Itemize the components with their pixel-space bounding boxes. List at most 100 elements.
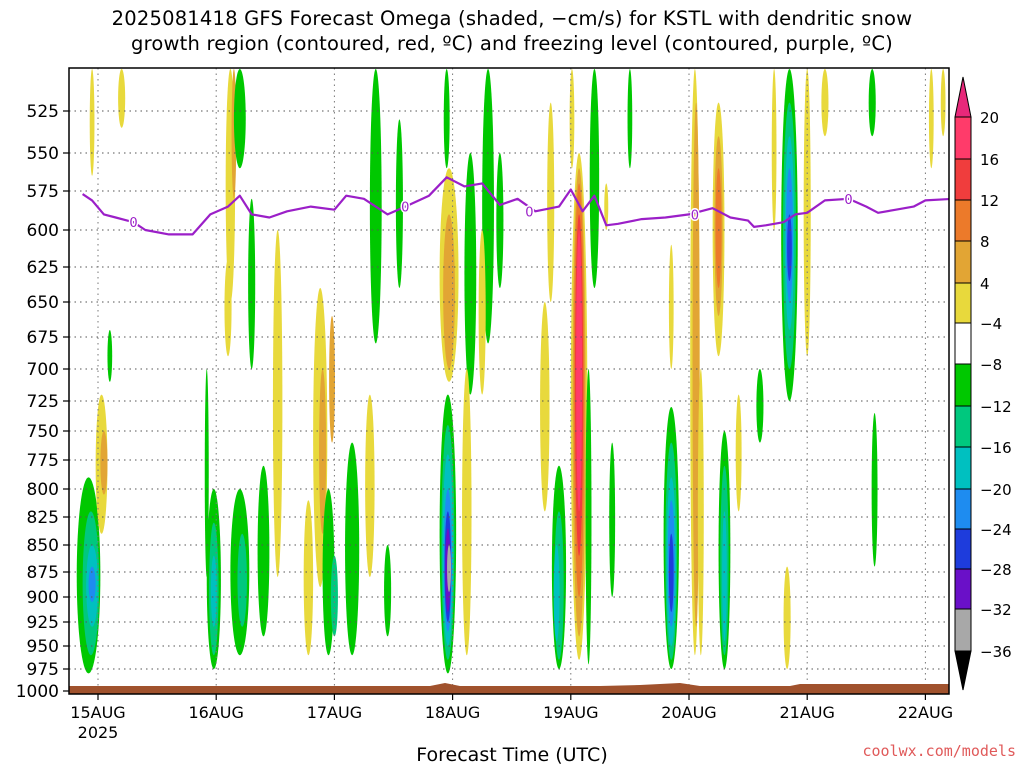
omega-region xyxy=(365,394,375,577)
omega-region xyxy=(345,442,360,656)
omega-region xyxy=(715,168,722,288)
omega-region xyxy=(868,69,876,137)
freezing-level-contour: 0 0 0 0 0 xyxy=(81,176,949,236)
omega-region xyxy=(319,369,327,534)
omega-region xyxy=(464,152,477,395)
y-tick-label: 725 xyxy=(27,392,59,412)
colorbar-swatch xyxy=(954,405,972,448)
ground-surface xyxy=(69,683,949,694)
omega-region xyxy=(496,153,504,288)
colorbar-label: 4 xyxy=(980,275,990,293)
omega-region xyxy=(589,69,600,288)
omega-region xyxy=(604,183,609,230)
omega-region xyxy=(237,533,247,627)
y-tick-label: 975 xyxy=(27,660,59,680)
omega-region xyxy=(107,330,113,382)
omega-region xyxy=(384,545,392,637)
colorbar-swatch xyxy=(954,199,972,242)
omega-region xyxy=(722,511,727,642)
omega-region xyxy=(787,214,792,281)
omega-region xyxy=(233,69,246,169)
plot-frame xyxy=(68,67,950,695)
x-axis: 15AUG 16AUG 17AUG 18AUG 19AUG 20AUG 21AUG 22AUG… xyxy=(70,694,953,742)
x-year-label: 2025 xyxy=(78,723,119,742)
y-tick-label: 900 xyxy=(27,588,59,608)
omega-region xyxy=(692,102,700,627)
omega-region xyxy=(668,244,674,369)
omega-region xyxy=(395,119,403,288)
omega-region xyxy=(303,500,314,656)
omega-region xyxy=(609,442,616,597)
freezing-level-label: 0 xyxy=(844,193,852,208)
freezing-level-label: 0 xyxy=(691,208,699,223)
colorbar-label: 20 xyxy=(980,109,999,127)
x-tick-label: 16AUG xyxy=(188,703,243,722)
colorbar-label: −20 xyxy=(980,481,1012,499)
chart-title-line1: 2025081418 GFS Forecast Omega (shaded, −… xyxy=(111,7,913,30)
colorbar-label: −32 xyxy=(980,601,1012,619)
y-tick-label: 600 xyxy=(27,221,59,241)
plot-area xyxy=(69,68,949,694)
omega-region xyxy=(100,431,108,495)
credit-text: coolwx.com/models xyxy=(862,742,1016,760)
omega-region xyxy=(210,555,217,627)
colorbar-swatch xyxy=(954,608,972,652)
omega-region xyxy=(783,566,791,669)
ground-profile xyxy=(69,683,949,694)
omega-region xyxy=(627,69,633,169)
y-tick-label: 825 xyxy=(27,508,59,528)
colorbar-swatch xyxy=(954,528,972,570)
omega-region xyxy=(697,368,704,656)
omega-region xyxy=(928,69,934,169)
x-tick-label: 20AUG xyxy=(661,703,716,722)
y-tick-label: 625 xyxy=(27,258,59,278)
y-tick-label: 800 xyxy=(27,480,59,500)
colorbar-swatch xyxy=(954,446,972,490)
omega-region xyxy=(871,413,878,567)
omega-region xyxy=(447,545,452,592)
colorbar-label: −4 xyxy=(980,315,1002,333)
y-tick-label: 675 xyxy=(27,328,59,348)
omega-region xyxy=(668,533,674,613)
colorbar-label: 8 xyxy=(980,233,990,251)
omega-shading xyxy=(76,68,946,674)
x-tick-label: 15AUG xyxy=(70,703,125,722)
freezing-level-label: 0 xyxy=(129,216,137,231)
x-tick-label: 22AUG xyxy=(898,703,953,722)
y-tick-label: 1000 xyxy=(16,682,59,702)
omega-region xyxy=(88,566,96,602)
colorbar-label: 12 xyxy=(980,192,999,210)
omega-region xyxy=(821,69,829,137)
omega-region xyxy=(553,545,560,642)
omega-region xyxy=(89,69,95,176)
colorbar-label: −8 xyxy=(980,356,1002,374)
y-tick-label: 850 xyxy=(27,536,59,556)
omega-region xyxy=(443,69,450,169)
omega-region xyxy=(569,69,575,169)
omega-region xyxy=(540,302,550,512)
omega-region xyxy=(576,230,583,512)
y-tick-label: 700 xyxy=(27,360,59,380)
omega-region xyxy=(771,69,777,230)
omega-region xyxy=(585,369,592,665)
colorbar-swatch xyxy=(954,116,972,160)
omega-region xyxy=(248,198,256,369)
y-tick-label: 950 xyxy=(27,637,59,657)
colorbar-label: 16 xyxy=(980,151,999,169)
chart-title: 2025081418 GFS Forecast Omega (shaded, −… xyxy=(0,6,1024,56)
omega-region xyxy=(940,69,946,137)
colorbar-label: −36 xyxy=(980,643,1012,661)
colorbar: 20 16 12 8 4 −4 −8 −12 −16 −20 −24 −28 −32 −36 xyxy=(954,76,1012,691)
x-axis-label: Forecast Time (UTC) xyxy=(416,744,608,766)
colorbar-extend-bottom xyxy=(954,650,972,691)
omega-region xyxy=(204,369,209,577)
omega-region xyxy=(329,316,335,443)
colorbar-label: −24 xyxy=(980,521,1012,539)
colorbar-swatch xyxy=(954,488,972,530)
y-tick-label: 575 xyxy=(27,182,59,202)
y-tick-label: 875 xyxy=(27,563,59,583)
omega-region xyxy=(224,259,232,357)
freezing-level-label: 0 xyxy=(525,205,533,220)
x-tick-label: 19AUG xyxy=(543,703,598,722)
omega-region xyxy=(462,368,472,656)
